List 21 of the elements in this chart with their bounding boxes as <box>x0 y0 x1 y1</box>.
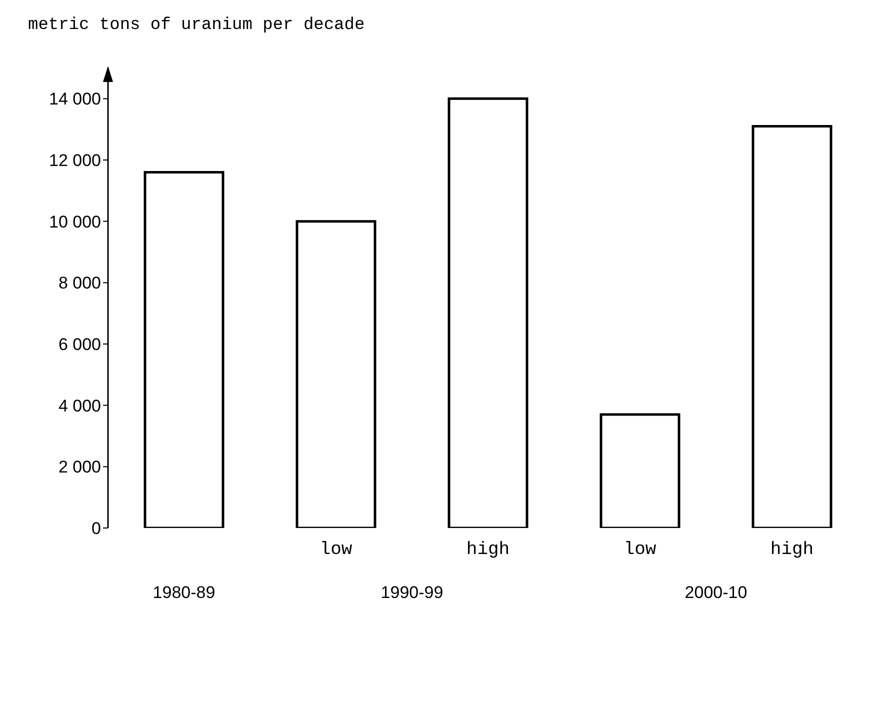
y-tick-label: 14 000 <box>49 90 101 109</box>
text: 1980-89 <box>152 583 216 602</box>
bar <box>296 220 376 528</box>
bar <box>600 413 680 528</box>
y-tick-label: 4 000 <box>58 396 101 416</box>
x-tick-label: high <box>466 540 510 560</box>
x-tick-label: low <box>624 540 656 560</box>
bar <box>144 171 224 528</box>
bar <box>448 97 528 528</box>
text: 1990-99 <box>380 583 444 602</box>
bar <box>752 125 832 528</box>
y-axis-title: metric tons of uranium per decade <box>28 16 365 35</box>
y-tick-label: 0 <box>92 519 101 538</box>
y-tick-label: 6 000 <box>58 335 101 354</box>
y-tick-label: 8 000 <box>58 274 101 293</box>
y-tick-label: 10 000 <box>49 212 101 232</box>
y-tick-label: 12 000 <box>49 151 101 170</box>
x-tick-label: low <box>320 540 352 560</box>
text: 2000-10 <box>684 583 748 602</box>
y-tick-label: 2 000 <box>58 458 101 477</box>
x-tick-label: high <box>770 540 814 560</box>
